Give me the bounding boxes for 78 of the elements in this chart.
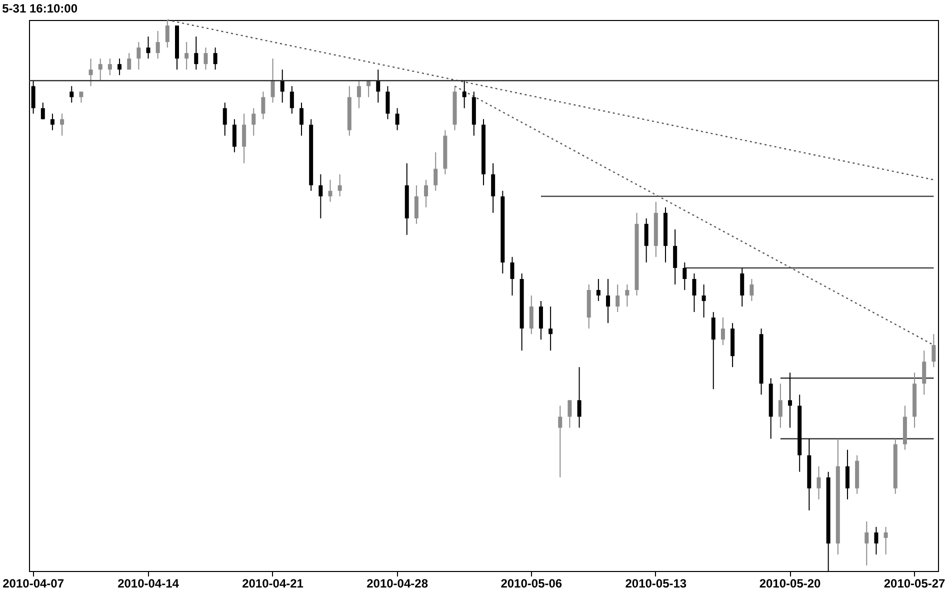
candlestick <box>845 449 850 500</box>
candlestick <box>184 42 189 70</box>
candlestick <box>290 86 294 114</box>
candlestick <box>568 400 572 428</box>
candlestick <box>213 47 218 70</box>
candlestick <box>222 102 227 136</box>
candlestick <box>50 113 54 131</box>
candlestick <box>88 58 93 87</box>
x-tick-label: 2010-05-13 <box>625 576 687 590</box>
candlestick <box>60 113 64 136</box>
candlestick <box>414 184 418 224</box>
x-tick-label: 2010-04-07 <box>2 576 64 590</box>
candlestick <box>204 47 208 70</box>
candlestick <box>232 118 236 153</box>
candlestick <box>932 334 936 368</box>
candlestick <box>79 91 84 104</box>
candlestick <box>146 36 150 60</box>
candlestick <box>108 58 112 76</box>
candlestick <box>300 102 304 136</box>
candlestick <box>252 108 256 136</box>
candlestick <box>156 30 160 60</box>
candlestick <box>118 58 122 76</box>
candlestick <box>644 218 648 263</box>
candlestick <box>711 312 716 390</box>
candlestick <box>70 86 74 104</box>
candlestick <box>884 526 888 555</box>
candlestick <box>338 174 342 197</box>
candlestick <box>356 80 361 109</box>
candlestick <box>788 372 792 428</box>
candlestick <box>682 262 687 290</box>
candlestick <box>874 526 878 555</box>
candlestick <box>778 383 782 428</box>
candlestick <box>424 179 428 208</box>
candlestick <box>816 466 821 500</box>
candlestick <box>864 520 869 566</box>
candlestick <box>740 267 744 308</box>
candlestick <box>386 86 390 120</box>
candlestick <box>40 102 45 120</box>
candlestick <box>270 58 275 104</box>
candlestick <box>261 91 266 120</box>
candlestick <box>596 278 600 302</box>
x-tick-label: 2010-05-06 <box>500 576 562 590</box>
candlestick <box>98 58 102 82</box>
candlestick <box>491 162 496 214</box>
candlestick <box>434 152 438 192</box>
candlestick <box>673 228 678 285</box>
x-tick-label: 2010-04-14 <box>118 576 180 590</box>
candlestick <box>558 405 562 478</box>
x-tick-label: 2010-05-27 <box>884 576 946 590</box>
chart-title: 5-31 16:10:00 <box>2 1 78 16</box>
candlestick <box>750 278 754 302</box>
candlestick <box>242 113 246 164</box>
candlestick <box>625 284 630 308</box>
x-tick-label: 2010-04-28 <box>366 576 428 590</box>
candlestick <box>538 300 543 340</box>
candlestick <box>529 295 534 335</box>
candlestick <box>376 69 380 104</box>
candlestick <box>510 256 514 296</box>
candlestick <box>616 284 620 313</box>
candlestick <box>395 108 400 131</box>
candlestick <box>720 317 725 346</box>
x-tick-label: 2010-05-20 <box>759 576 822 590</box>
candlestick <box>548 306 553 352</box>
candlestick <box>318 174 323 219</box>
candlestick <box>462 80 466 109</box>
candlestick <box>922 350 926 396</box>
candlestick <box>127 52 132 70</box>
candlestick <box>194 36 198 70</box>
candlestick <box>328 179 332 202</box>
candlestick <box>280 69 284 104</box>
candlestick <box>366 80 371 98</box>
candlestick <box>165 20 170 48</box>
candlestick <box>577 366 582 428</box>
candlestick <box>606 278 610 324</box>
candlestick <box>136 42 141 70</box>
x-tick-label: 2010-04-21 <box>242 576 304 590</box>
candlestick <box>692 272 696 313</box>
candlestick <box>702 284 706 318</box>
